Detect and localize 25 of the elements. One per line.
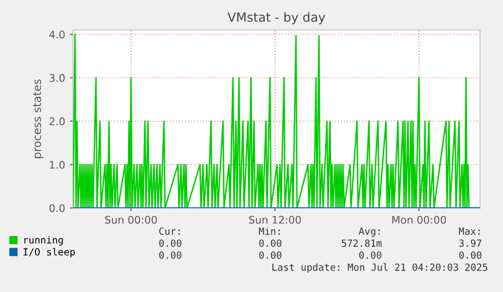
- text: Min:: [258, 227, 280, 235]
- x-tick-label: Sun 00:00: [105, 216, 157, 224]
- x-tick-label: Mon 00:00: [392, 216, 446, 224]
- text: 0.00: [259, 251, 282, 259]
- text: 0.00: [259, 239, 282, 247]
- text: Avg:: [358, 228, 380, 237]
- chart-title: VMstat - by day: [228, 12, 326, 24]
- text: 0.00: [159, 251, 182, 259]
- text: 0.00: [459, 251, 482, 259]
- text: 0.00: [159, 239, 182, 247]
- y-tick-label: 3.0: [50, 74, 65, 82]
- text: Cur:: [159, 227, 180, 235]
- y-axis-title: process states: [33, 79, 44, 158]
- x-tick-label: Sun 12:00: [249, 216, 301, 224]
- text: 572.81m: [342, 239, 382, 247]
- legend-label: running: [24, 236, 63, 246]
- text: Max:: [458, 228, 480, 235]
- text: 0.00: [359, 251, 382, 259]
- text: 3.97: [459, 239, 482, 247]
- y-tick-label: 2.0: [50, 117, 65, 126]
- legend-label: I/O sleep: [24, 248, 75, 258]
- text: Last update: Mon Jul 21 04:20:03 2025: [272, 263, 488, 273]
- y-tick-label: 0.0: [49, 204, 65, 212]
- y-tick-label: 4.0: [49, 30, 65, 38]
- y-tick-label: 1.0: [50, 160, 65, 169]
